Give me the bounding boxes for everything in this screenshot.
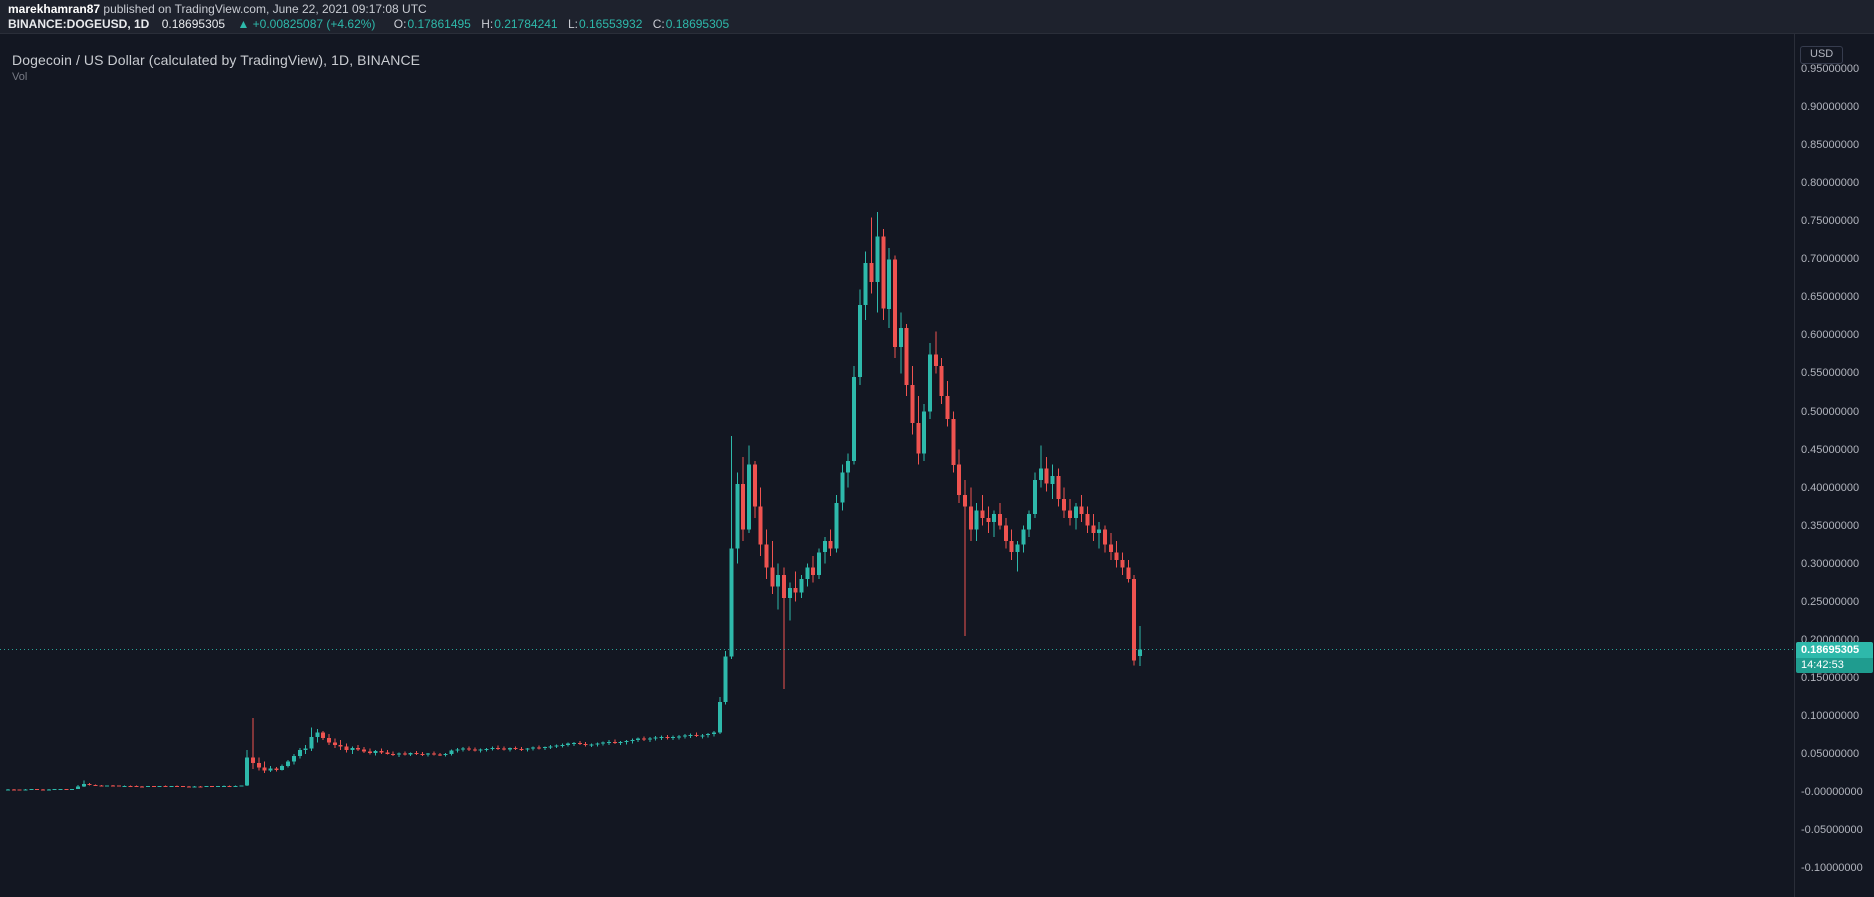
publisher-line: marekhamran87 published on TradingView.c… (8, 1, 427, 17)
price-tick: 0.10000000 (1801, 709, 1860, 722)
price-tick: 0.80000000 (1801, 177, 1860, 190)
price-tick: 0.95000000 (1801, 63, 1860, 75)
price-tick: 0.35000000 (1801, 519, 1860, 532)
price-tick: 0.70000000 (1801, 253, 1860, 266)
high-value: 0.21784241 (494, 17, 558, 31)
current-price-badge: 0.18695305 14:42:53 (1796, 641, 1873, 673)
price-tick: 0.60000000 (1801, 329, 1860, 342)
symbol-quote-line: BINANCE:DOGEUSD, 1D 0.18695305 ▲ +0.0082… (8, 17, 729, 32)
price-tick: 0.40000000 (1801, 481, 1860, 494)
price-tick: 0.05000000 (1801, 747, 1860, 760)
price-axis[interactable]: USD 0.95000000 0.90000000 0.85000000 0.8000… (1794, 34, 1874, 897)
open-value: 0.17861495 (407, 17, 471, 31)
candle-countdown: 14:42:53 (1796, 657, 1873, 673)
last-price: 0.18695305 (161, 17, 226, 31)
volume-indicator-label: Vol (12, 71, 28, 83)
price-tick: 0.15000000 (1801, 671, 1860, 684)
price-tick: 0.90000000 (1801, 101, 1860, 114)
current-price-label: 0.18695305 (1796, 641, 1873, 658)
publisher-username[interactable]: marekhamran87 (8, 2, 101, 16)
close-value: 0.18695305 (665, 17, 730, 31)
publish-header: marekhamran87 published on TradingView.c… (0, 0, 1874, 34)
price-tick: -0.00000000 (1801, 786, 1863, 798)
price-axis-ticks: 0.95000000 0.90000000 0.85000000 0.80000000… (1795, 34, 1874, 897)
price-tick: 0.25000000 (1801, 595, 1860, 608)
price-tick: 0.75000000 (1801, 215, 1860, 228)
candlestick-chart[interactable] (0, 0, 1794, 897)
price-tick: 0.85000000 (1801, 139, 1860, 152)
price-change: ▲ +0.00825087 (+4.62%) (237, 17, 376, 31)
price-tick: 0.30000000 (1801, 557, 1860, 570)
open-label: O: (393, 17, 407, 31)
high-label: H: (481, 17, 494, 31)
chart-title: Dogecoin / US Dollar (calculated by Trad… (12, 52, 421, 68)
publish-info: published on TradingView.com, June 22, 2… (100, 2, 427, 16)
low-value: 0.16553932 (578, 17, 643, 31)
price-tick: -0.05000000 (1801, 824, 1863, 836)
price-tick: 0.55000000 (1801, 367, 1860, 380)
price-tick: 0.65000000 (1801, 291, 1860, 304)
price-tick: 0.45000000 (1801, 443, 1860, 456)
price-tick: 0.50000000 (1801, 405, 1860, 418)
price-tick: -0.10000000 (1801, 862, 1863, 875)
close-label: C: (652, 17, 665, 31)
low-label: L: (567, 17, 578, 31)
symbol-interval: BINANCE:DOGEUSD, 1D (8, 17, 150, 31)
currency-toggle-button[interactable]: USD (1800, 46, 1844, 64)
